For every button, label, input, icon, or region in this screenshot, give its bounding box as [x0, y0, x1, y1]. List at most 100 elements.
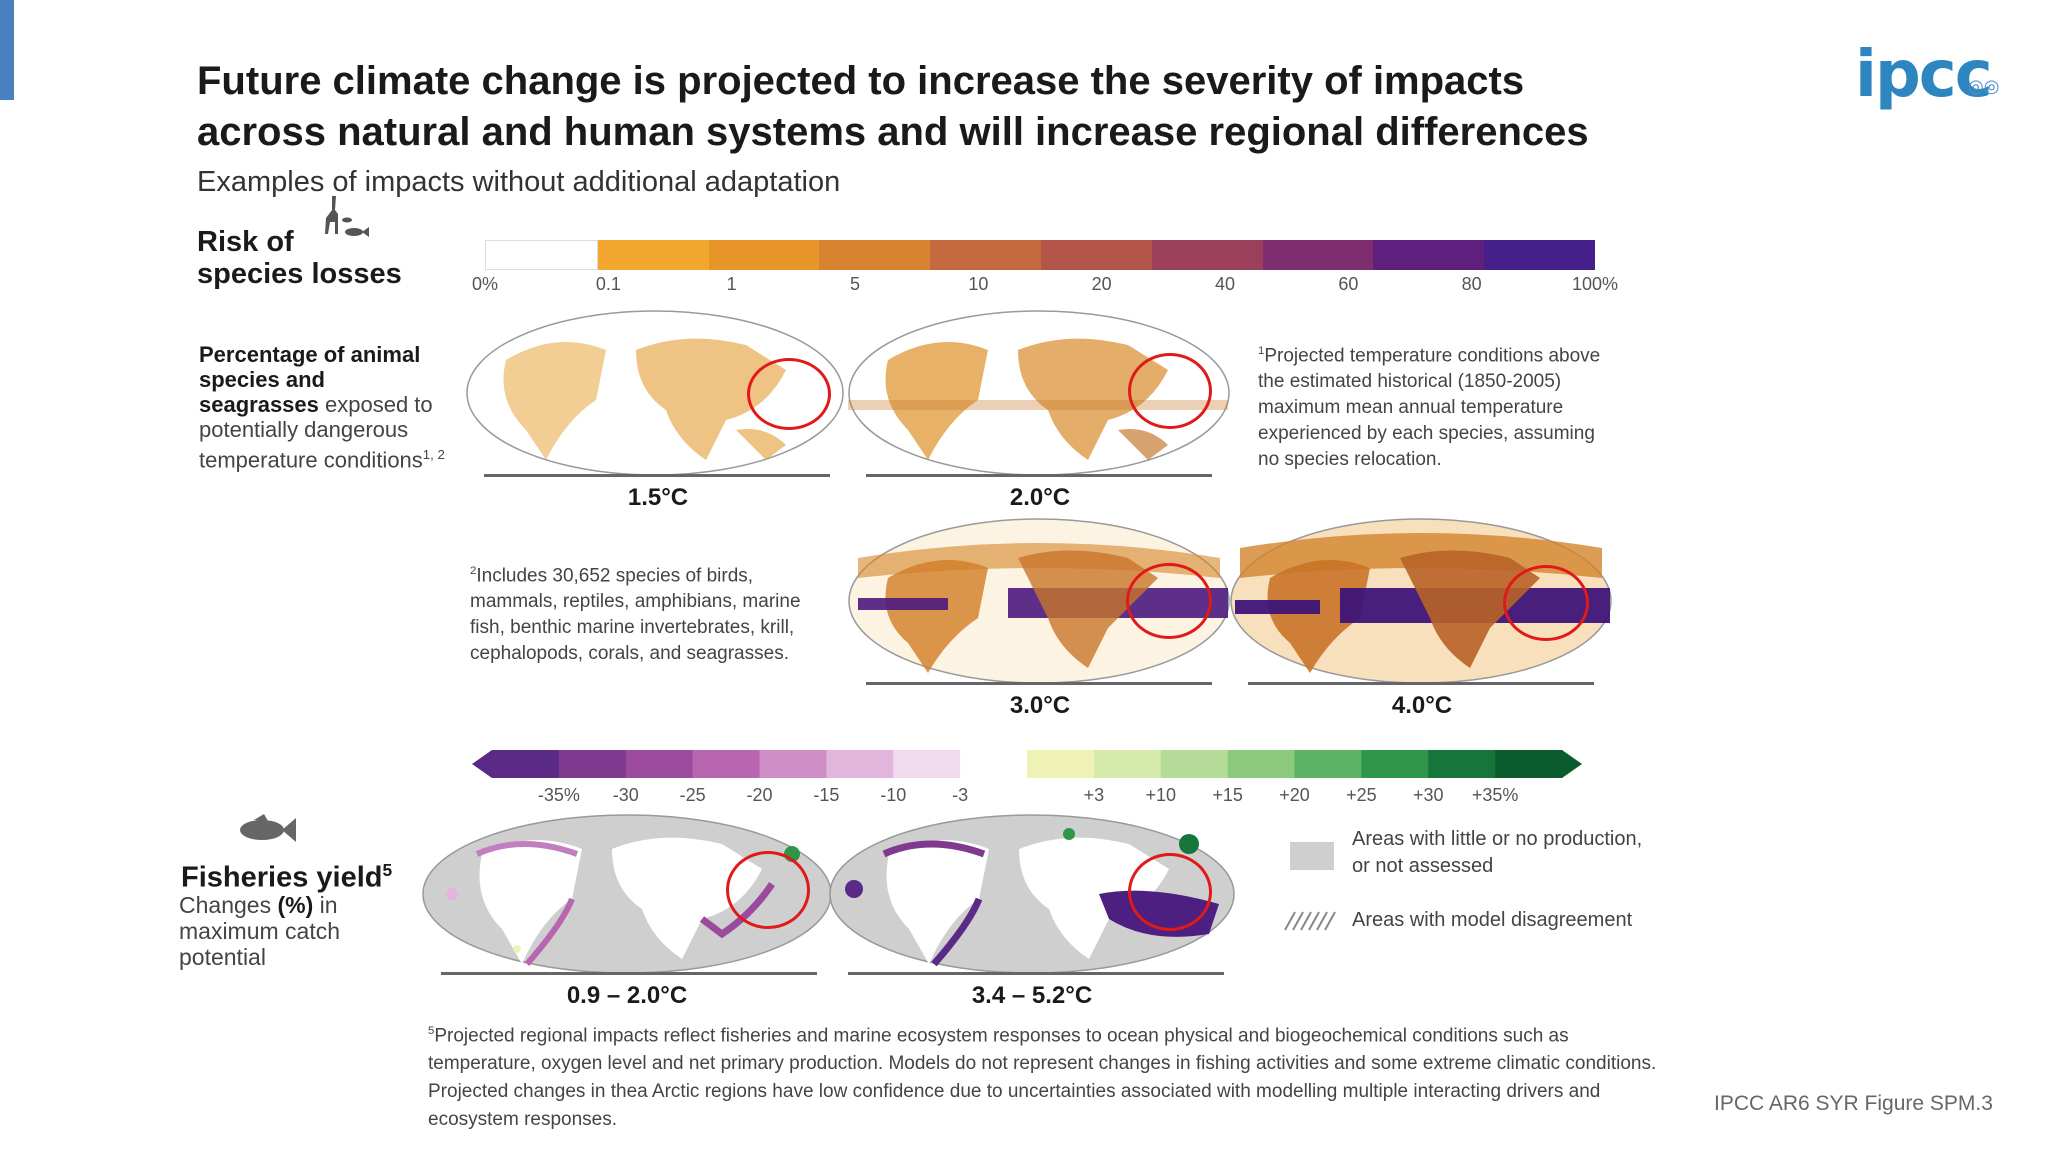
fisheries-scale-tick: -3 — [952, 785, 969, 805]
species-map-1-5-baseline — [484, 474, 830, 477]
species-map-label-1-5: 1.5°C — [627, 484, 689, 511]
highlight-circle-1-5 — [747, 358, 831, 430]
species-scale-tick: 20 — [1091, 274, 1112, 294]
fisheries-scale-segment — [960, 750, 1028, 778]
fisheries-scale-tick: -20 — [746, 785, 773, 805]
species-scale-ticks: 0% 0.1 1 5 10 20 40 60 80 100% — [472, 274, 1618, 298]
fisheries-scale-arrow-left — [472, 750, 492, 778]
species-scale-segment — [597, 240, 709, 270]
fisheries-description: Changes (%) in maximum catch potential — [179, 892, 369, 970]
species-heading-line2: species losses — [197, 258, 402, 290]
fisheries-scale-tick: +20 — [1279, 785, 1310, 805]
fisheries-color-scale — [472, 748, 1582, 780]
species-scale-tick: 60 — [1338, 274, 1359, 294]
fisheries-scale-segment — [1227, 750, 1295, 778]
fisheries-scale-segment — [1428, 750, 1496, 778]
species-map-label-2-0: 2.0°C — [1009, 484, 1071, 511]
fisheries-scale-segment — [1027, 750, 1095, 778]
species-scale-tick: 10 — [968, 274, 989, 294]
fisheries-scale-tick: +25 — [1346, 785, 1377, 805]
fisheries-scale-segment — [692, 750, 760, 778]
title-line-2: across natural and human systems and wil… — [197, 110, 1589, 154]
fisheries-scale-tick: -30 — [612, 785, 639, 805]
legend-grey-swatch — [1290, 842, 1334, 870]
species-scale-segment — [930, 240, 1041, 270]
fisheries-scale-segment — [625, 750, 694, 778]
species-note-2-sup: 2 — [470, 565, 477, 577]
species-scale-tick: 1 — [726, 274, 737, 294]
species-desc-rest: exposed to potentially dangerous tempera… — [199, 392, 433, 473]
fisheries-scale-segment — [759, 750, 827, 778]
species-scale-tick: 100% — [1571, 274, 1619, 294]
species-scale-segment — [1151, 240, 1263, 270]
fisheries-scale-segment — [826, 750, 894, 778]
fisheries-footnote-text: Projected regional impacts reflect fishe… — [428, 1025, 1657, 1131]
fisheries-scale-segment — [558, 750, 627, 778]
species-scale-segment — [819, 240, 931, 270]
species-desc-bold: Percentage of animal species and seagras… — [199, 342, 421, 417]
fisheries-scale-tick: +30 — [1412, 785, 1444, 805]
species-scale-segment — [485, 240, 598, 270]
species-map-label-3-0: 3.0°C — [1009, 692, 1071, 719]
fisheries-map-label-high: 3.4 – 5.2°C — [971, 982, 1093, 1009]
species-desc-sup: 1, 2 — [422, 447, 445, 462]
highlight-circle-2-0 — [1128, 353, 1212, 429]
fisheries-footnote: 5Projected regional impacts reflect fish… — [428, 1017, 1658, 1134]
fisheries-desc-bold: (%) — [277, 892, 314, 918]
fisheries-scale-segment — [1093, 750, 1162, 778]
species-map-3-0-baseline — [866, 682, 1212, 685]
species-note-2: 2Includes 30,652 species of birds, mamma… — [470, 558, 810, 667]
highlight-circle-4-0 — [1503, 565, 1589, 641]
giraffe-fish-icon — [325, 196, 369, 237]
species-scale-tick: 0% — [471, 274, 498, 294]
hatch-icon — [1284, 911, 1336, 931]
species-scale-segment — [1040, 240, 1152, 270]
species-map-3-0 — [848, 518, 1230, 684]
fisheries-scale-tick: +10 — [1145, 785, 1177, 805]
species-note-1: 1Projected temperature conditions above … — [1258, 338, 1603, 473]
species-scale-tick: 0.1 — [595, 274, 621, 294]
fisheries-scale-tick: -25 — [679, 785, 706, 805]
fisheries-map-label-low: 0.9 – 2.0°C — [566, 982, 688, 1009]
species-heading: Risk of species losses — [197, 196, 427, 290]
fisheries-heading-text: Fisheries yield — [181, 861, 383, 894]
fisheries-scale-ticks: -35% -30 -25 -20 -15 -10 -3 +3 +10 +15 +20 +25 +30 +3… — [472, 785, 1582, 809]
fisheries-scale-tick: +35% — [1471, 785, 1519, 805]
slide-accent-bar — [0, 0, 14, 100]
species-scale-tick: 5 — [849, 274, 860, 294]
fisheries-scale-tick: -10 — [880, 785, 907, 805]
species-scale-segment — [1373, 240, 1485, 270]
species-map-1-5 — [466, 310, 844, 476]
highlight-circle-fish-high — [1128, 853, 1212, 931]
highlight-circle-3-0 — [1126, 563, 1212, 639]
species-note-2-text: Includes 30,652 species of birds, mammal… — [470, 565, 801, 665]
fisheries-scale-segment — [1361, 750, 1429, 778]
fisheries-map-high-baseline — [848, 972, 1224, 975]
title-line-1: Future climate change is projected to in… — [197, 59, 1525, 103]
fisheries-desc-pre: Changes — [179, 892, 278, 918]
fisheries-footnote-sup: 5 — [428, 1025, 435, 1037]
fisheries-scale-tick: +3 — [1083, 785, 1105, 805]
species-color-scale — [485, 240, 1595, 270]
fisheries-scale-tick: -15 — [813, 785, 840, 805]
species-scale-segment — [1262, 240, 1374, 270]
ipcc-logo: ipcc — [1855, 38, 1993, 112]
species-map-2-0 — [848, 310, 1230, 476]
species-scale-tick: 80 — [1461, 274, 1482, 294]
slide-title: Future climate change is projected to in… — [197, 56, 1697, 158]
figure-source: IPCC AR6 SYR Figure SPM.3 — [1714, 1092, 1993, 1115]
fisheries-map-low-baseline — [441, 972, 817, 975]
legend-grey-text: Areas with little or no production, or n… — [1352, 828, 1643, 877]
species-map-4-0-baseline — [1248, 682, 1594, 685]
un-emblem-icon: ◎◎ — [1968, 76, 2000, 96]
species-scale-segment — [1484, 240, 1595, 270]
slide-subtitle: Examples of impacts without additional a… — [197, 166, 841, 198]
species-heading-line1: Risk of — [197, 226, 294, 258]
legend-hatch-text: Areas with model disagreement — [1352, 909, 1633, 931]
fisheries-scale-arrow-right — [1562, 750, 1582, 778]
fisheries-scale-segment — [1160, 750, 1229, 778]
fish-icon — [240, 814, 296, 842]
fisheries-scale-segment — [492, 750, 560, 778]
species-map-2-0-baseline — [866, 474, 1212, 477]
species-scale-segment — [708, 240, 820, 270]
